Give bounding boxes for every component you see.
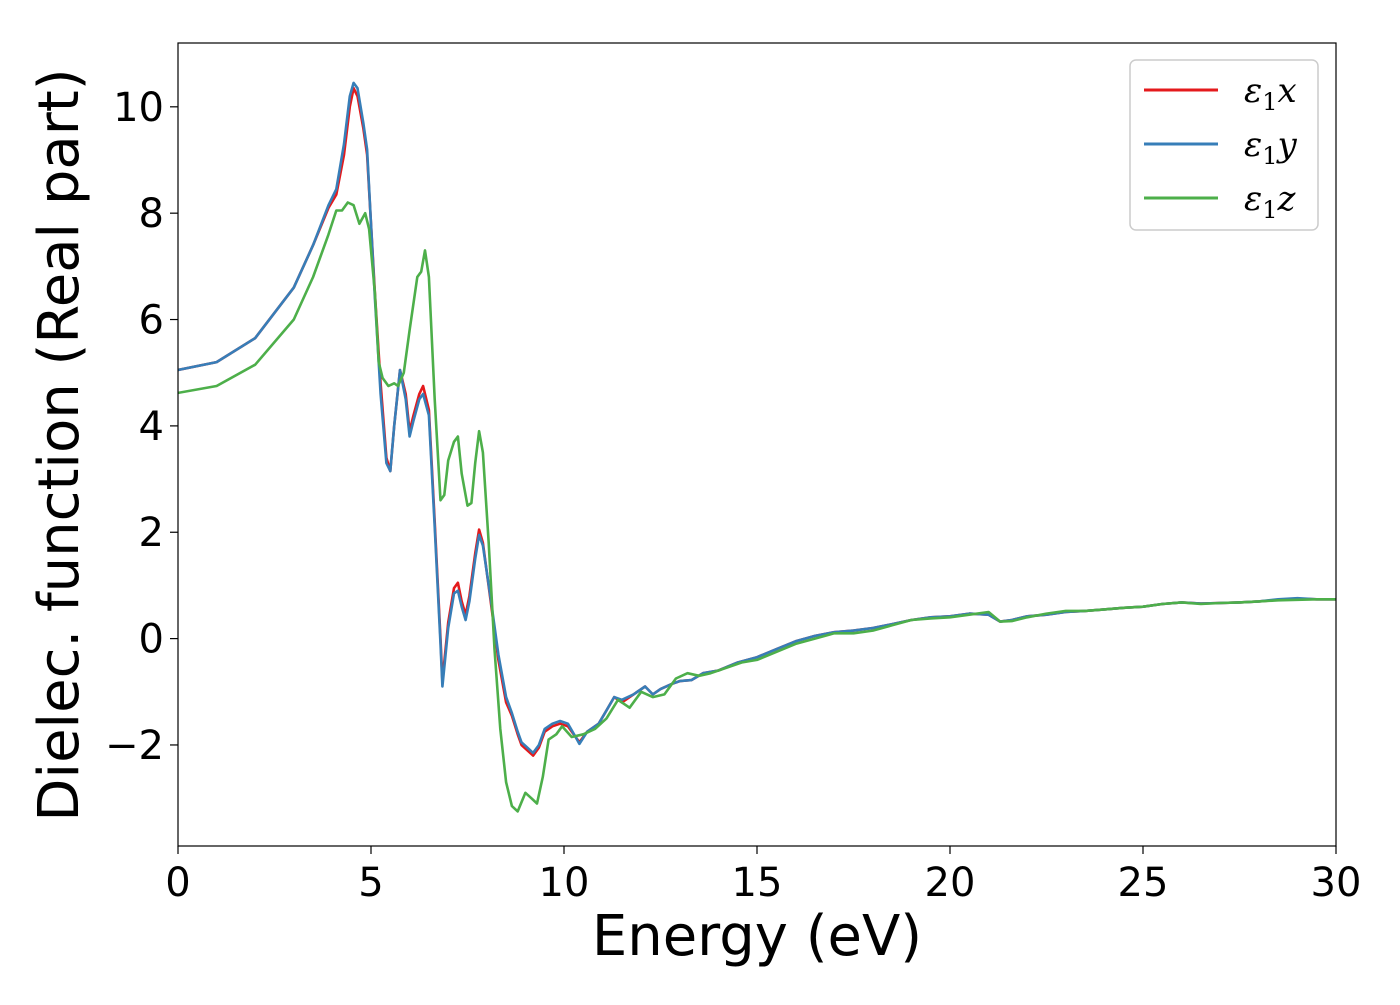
x-tick-label: 25 <box>1118 860 1169 906</box>
legend-label-variable: y <box>1276 125 1298 165</box>
legend-label-subscript: 1 <box>1262 142 1277 170</box>
y-tick-label: 10 <box>113 85 164 131</box>
y-tick-label: 8 <box>139 191 164 237</box>
series-layer <box>178 81 1336 813</box>
legend-label-variable: z <box>1277 179 1297 219</box>
x-tick-label: 10 <box>539 860 590 906</box>
legend-label-x: ε1x <box>1244 71 1297 116</box>
y-axis: −2 0 2 4 6 8 10 <box>105 85 178 769</box>
y-tick-label: 4 <box>139 404 164 450</box>
legend-box <box>1129 59 1319 231</box>
legend-label-subscript: 1 <box>1262 196 1277 224</box>
x-tick-label: 5 <box>358 860 383 906</box>
x-tick-label: 30 <box>1311 860 1362 906</box>
y-tick-label: −2 <box>105 723 164 769</box>
legend-label-y: ε1y <box>1244 125 1298 170</box>
series-line-z <box>178 201 1336 813</box>
legend-label-z: ε1z <box>1244 179 1297 224</box>
legend-label-subscript: 1 <box>1262 88 1277 116</box>
y-tick-label: 2 <box>139 510 164 556</box>
y-axis-title: Dielec. function (Real part) <box>27 68 92 821</box>
x-axis: 0 5 10 15 20 25 30 <box>165 846 1361 906</box>
x-axis-title: Energy (eV) <box>592 904 922 969</box>
y-tick-label: 6 <box>139 298 164 344</box>
x-tick-label: 0 <box>165 860 190 906</box>
legend-label-base: ε <box>1244 179 1262 219</box>
x-tick-label: 15 <box>732 860 783 906</box>
y-tick-label: 0 <box>139 617 164 663</box>
legend-label-variable: x <box>1278 71 1297 111</box>
legend-label-base: ε <box>1244 125 1262 165</box>
x-tick-label: 20 <box>925 860 976 906</box>
legend-label-base: ε <box>1244 71 1262 111</box>
